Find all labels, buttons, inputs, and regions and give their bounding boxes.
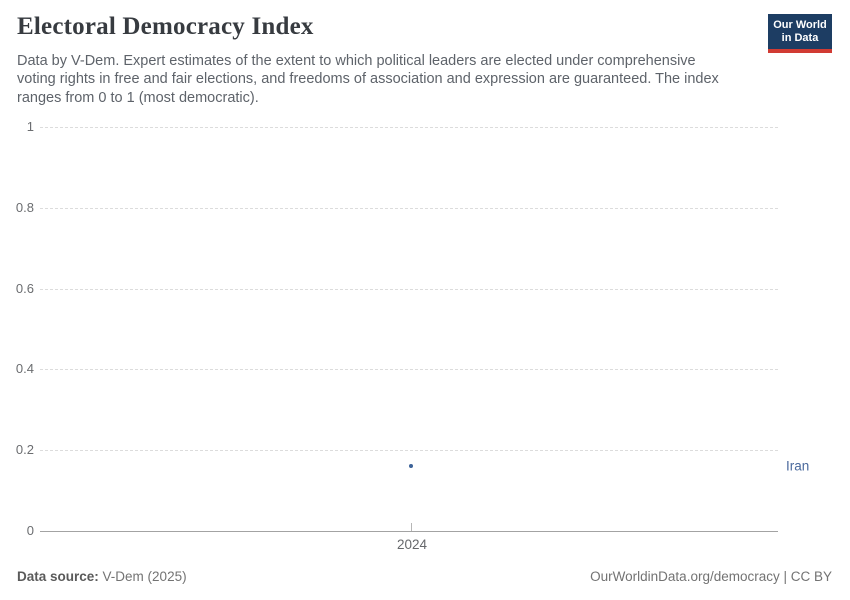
data-source-label: Data source: <box>17 569 99 584</box>
y-axis-tick-label: 0.4 <box>15 361 34 377</box>
chart-subtitle: Data by V-Dem. Expert estimates of the e… <box>17 52 719 107</box>
y-axis-tick-label: 0.2 <box>15 442 34 458</box>
data-point-iran[interactable] <box>408 464 413 469</box>
y-axis-tick-label: 1 <box>26 119 34 134</box>
chart-subtitle-line: ranges from 0 to 1 (most democratic). <box>17 89 259 106</box>
y-axis-tick-label: 0.8 <box>15 199 34 215</box>
owid-logo[interactable]: Our World in Data <box>768 14 832 53</box>
gridline <box>40 207 778 209</box>
owid-logo-line2: in Data <box>781 32 819 44</box>
y-axis-tick-label: 0 <box>26 523 34 538</box>
y-axis-tick-label: 0.6 <box>15 280 34 296</box>
x-axis-tick-label: 2024 <box>396 537 428 552</box>
gridline <box>40 288 778 290</box>
x-axis-line <box>40 531 778 532</box>
chart-subtitle-line: Data by V-Dem. Expert estimates of the e… <box>17 53 696 69</box>
entity-label-iran[interactable]: Iran <box>786 458 810 474</box>
page-title: Electoral Democracy Index <box>17 13 314 40</box>
chart-subtitle-line: voting rights in free and fair elections… <box>17 71 719 88</box>
gridline <box>40 369 778 371</box>
gridline <box>40 127 778 128</box>
gridline <box>40 450 778 452</box>
x-axis-tick <box>411 523 412 531</box>
credit-link[interactable]: OurWorldinData.org/democracy | CC BY <box>590 569 832 584</box>
owid-logo-line1: Our World <box>773 19 827 31</box>
data-source-note: Data source: V-Dem (2025) <box>17 569 187 584</box>
data-source-value: V-Dem (2025) <box>102 569 187 584</box>
